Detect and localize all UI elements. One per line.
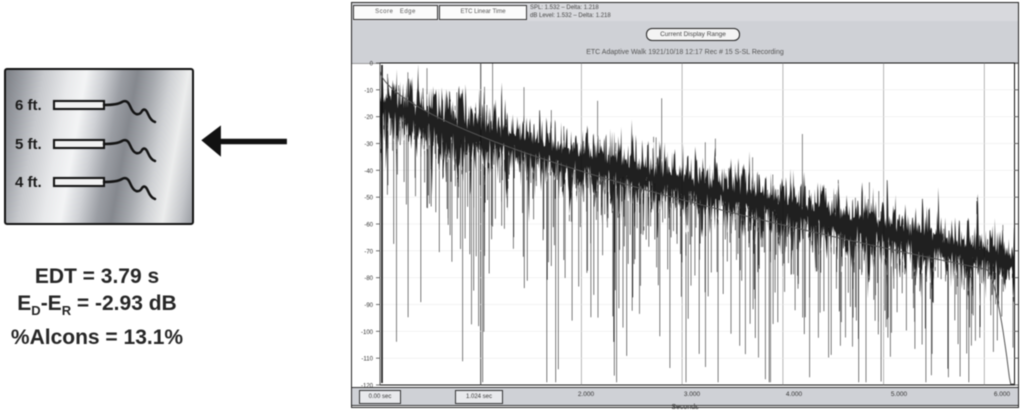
svg-text:-80: -80 bbox=[364, 276, 373, 282]
svg-text:-30: -30 bbox=[364, 142, 373, 148]
svg-text:-70: -70 bbox=[364, 249, 373, 255]
svg-text:-110: -110 bbox=[361, 357, 373, 363]
svg-text:-50: -50 bbox=[364, 196, 373, 202]
svg-text:-90: -90 bbox=[364, 303, 373, 309]
svg-text:-10: -10 bbox=[364, 88, 373, 94]
svg-text:6 ft.: 6 ft. bbox=[15, 97, 42, 114]
svg-text:5 ft.: 5 ft. bbox=[15, 136, 42, 153]
svg-text:-120: -120 bbox=[361, 384, 374, 390]
svg-text:-60: -60 bbox=[364, 223, 373, 229]
svg-text:-100: -100 bbox=[361, 330, 374, 336]
svg-text:4 ft.: 4 ft. bbox=[15, 174, 42, 191]
svg-text:-20: -20 bbox=[364, 115, 373, 121]
svg-text:-40: -40 bbox=[364, 169, 373, 175]
